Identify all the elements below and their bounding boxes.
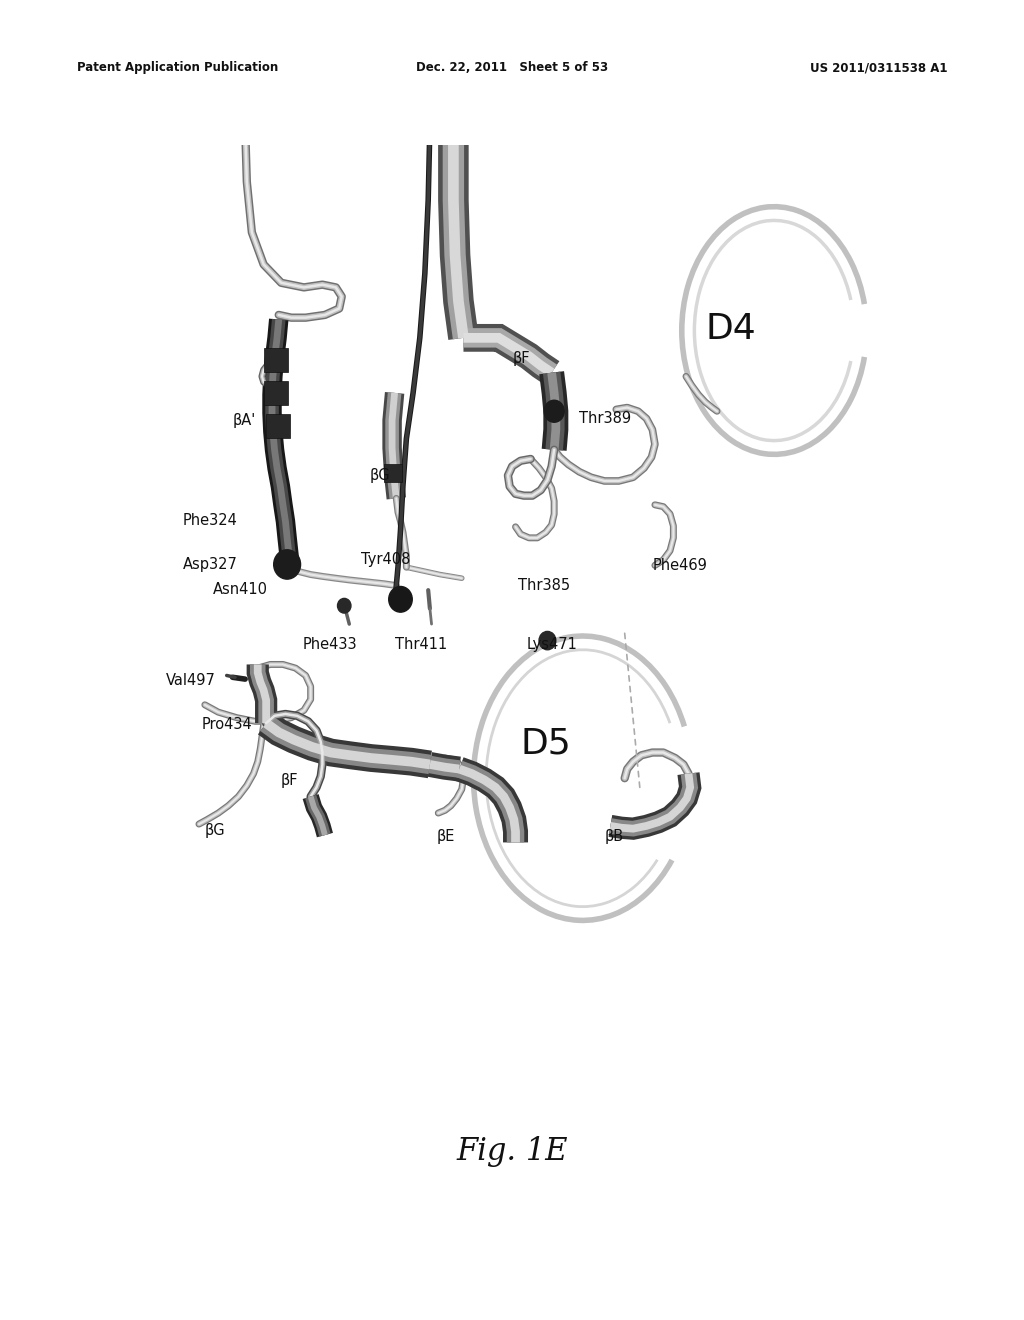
Text: βE: βE [436, 829, 455, 843]
Text: Patent Application Publication: Patent Application Publication [77, 62, 279, 74]
Text: Lys471: Lys471 [526, 636, 578, 652]
Text: Phe324: Phe324 [183, 513, 238, 528]
Text: Fig. 1E: Fig. 1E [457, 1135, 567, 1167]
Text: Phe433: Phe433 [302, 636, 357, 652]
Text: D5: D5 [520, 726, 571, 760]
Text: Dec. 22, 2011   Sheet 5 of 53: Dec. 22, 2011 Sheet 5 of 53 [416, 62, 608, 74]
Text: Phe469: Phe469 [652, 558, 708, 573]
Text: βB: βB [604, 829, 624, 843]
Text: Thr385: Thr385 [518, 578, 570, 593]
Text: βF: βF [512, 351, 529, 366]
FancyBboxPatch shape [384, 463, 402, 482]
Text: βF: βF [281, 772, 298, 788]
FancyBboxPatch shape [264, 348, 288, 372]
Circle shape [273, 549, 301, 579]
Text: Val497: Val497 [166, 673, 216, 689]
Text: Asn410: Asn410 [213, 582, 268, 597]
Text: Asp327: Asp327 [183, 557, 238, 572]
Circle shape [544, 400, 564, 422]
Text: βG: βG [205, 822, 225, 838]
Text: βG: βG [370, 469, 390, 483]
Text: Thr411: Thr411 [394, 636, 446, 652]
Text: Thr389: Thr389 [580, 411, 632, 426]
Text: D4: D4 [706, 312, 756, 346]
Circle shape [389, 586, 413, 612]
Circle shape [338, 598, 351, 612]
Text: βA': βA' [232, 413, 256, 428]
Text: Pro434: Pro434 [202, 717, 252, 731]
Circle shape [539, 631, 556, 649]
Text: US 2011/0311538 A1: US 2011/0311538 A1 [810, 62, 947, 74]
Text: Tyr408: Tyr408 [361, 552, 411, 568]
FancyBboxPatch shape [266, 414, 290, 438]
FancyBboxPatch shape [264, 381, 288, 405]
